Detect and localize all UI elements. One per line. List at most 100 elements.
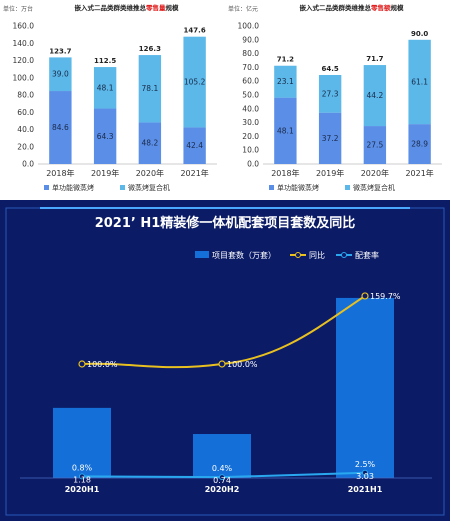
legend-label: 微蒸烤复合机 xyxy=(353,183,395,192)
yoy-point xyxy=(78,360,86,368)
yoy-point xyxy=(218,360,226,368)
bar-value-label: 27.5 xyxy=(367,141,384,150)
chart-title-suffix: 规模 xyxy=(166,3,180,12)
bar-segment xyxy=(408,39,431,125)
legend-label: 单功能微蒸烤 xyxy=(277,183,319,192)
bar-segment xyxy=(138,55,162,123)
chart-svg: 嵌入式二品类群类维推总零售量规模 单位：万台 0.0 20.0 40.0 60.0 80.0… xyxy=(3,3,217,192)
bar-value-label: 61.1 xyxy=(411,77,428,86)
legend-marker xyxy=(295,252,301,258)
bar-value-label: 3.03 xyxy=(356,472,374,481)
bar-value-label: 48.1 xyxy=(277,126,294,135)
y-tick-label: 100.0 xyxy=(238,22,260,31)
bar xyxy=(53,407,111,478)
yoy-value-label: 100.0% xyxy=(227,360,258,369)
chart-title-prefix: 嵌入式二品类群类维推总 xyxy=(300,3,372,12)
y-tick-label: 40.0 xyxy=(242,104,259,113)
y-tick-label: 0.0 xyxy=(247,160,259,169)
yoy-point xyxy=(361,292,369,300)
project-sets-chart: 2021’ H1精装修一体机配套项目套数及同比项目套数（万套） 同比 配套率 2020… xyxy=(0,200,450,521)
bar-segment xyxy=(408,124,431,164)
bar-value-label: 27.3 xyxy=(322,89,339,98)
x-tick-label: 2021年 xyxy=(180,168,208,178)
bar-total-label: 90.0 xyxy=(411,30,428,38)
chart-title-suffix: 规模 xyxy=(391,3,405,12)
bar-segment xyxy=(363,126,387,164)
bar xyxy=(336,297,394,478)
x-tick-label: 2021H1 xyxy=(348,485,383,494)
x-tick-label: 2021年 xyxy=(405,168,433,178)
bar-segment xyxy=(49,91,72,164)
bar-value-label: 23.1 xyxy=(277,77,294,86)
rate-value-label: 2.5% xyxy=(355,460,376,469)
bar-segment xyxy=(183,36,206,128)
bar-value-label: 39.0 xyxy=(52,70,69,79)
legend-label: 配套率 xyxy=(355,250,379,260)
y-tick-label: 160.0 xyxy=(13,22,35,31)
rate-point xyxy=(219,474,225,481)
yoy-value-label: 159.7% xyxy=(370,292,401,301)
chart-title-prefix: 嵌入式二品类群类维推总 xyxy=(75,3,147,12)
bar-value-label: 1.18 xyxy=(73,475,91,484)
bar-value-label: 84.6 xyxy=(52,123,69,132)
legend-swatch xyxy=(44,185,49,190)
y-tick-label: 140.0 xyxy=(13,39,35,48)
x-tick-label: 2019年 xyxy=(316,168,344,178)
y-tick-label: 10.0 xyxy=(242,146,259,155)
y-tick-label: 80.0 xyxy=(17,91,34,100)
legend-label: 微蒸烤复合机 xyxy=(128,183,170,192)
rate-point xyxy=(79,473,85,480)
chart-title-highlight: 零售额 xyxy=(370,3,391,12)
bar xyxy=(193,434,251,478)
x-tick-label: 2020年 xyxy=(361,168,389,178)
legend-label: 项目套数（万套） xyxy=(212,250,276,260)
bar-total-label: 112.5 xyxy=(94,57,116,65)
y-tick-label: 0.0 xyxy=(22,160,34,169)
bar-segment xyxy=(274,97,297,164)
y-tick-label: 60.0 xyxy=(242,77,259,86)
bar-segment xyxy=(138,122,162,164)
legend-swatch xyxy=(120,185,125,190)
bar-segment xyxy=(318,112,342,164)
y-tick-label: 20.0 xyxy=(17,142,34,151)
bar-value-label: 105.2 xyxy=(184,78,206,87)
rate-value-label: 0.4% xyxy=(212,464,233,473)
x-tick-label: 2020H2 xyxy=(205,485,240,494)
chart-title: 嵌入式二品类群类维推总零售额规模 xyxy=(300,3,405,12)
bar-value-label: 78.1 xyxy=(142,84,159,93)
chart-title-highlight: 零售量 xyxy=(145,3,166,12)
bar-segment xyxy=(49,57,72,92)
y-tick-label: 70.0 xyxy=(242,63,259,72)
bar-value-label: 44.2 xyxy=(367,91,384,100)
unit-label: 单位：万台 xyxy=(3,5,33,13)
y-tick-label: 60.0 xyxy=(17,108,34,117)
bar-total-label: 71.2 xyxy=(277,56,294,64)
bar-segment xyxy=(93,108,117,164)
bar-total-label: 126.3 xyxy=(139,45,161,53)
rate-point xyxy=(362,469,368,476)
x-tick-label: 2018年 xyxy=(46,168,74,178)
legend-label: 单功能微蒸烤 xyxy=(52,183,94,192)
y-tick-label: 90.0 xyxy=(242,35,259,44)
legend-swatch xyxy=(345,185,350,190)
retail-value-chart: 嵌入式二品类群类维推总零售额规模 单位：亿元 0.0 10.0 20.0 30.0 40.0… xyxy=(225,0,450,200)
x-tick-label: 2020年 xyxy=(136,168,164,178)
y-tick-label: 30.0 xyxy=(242,118,259,127)
bar-value-label: 37.2 xyxy=(322,134,339,143)
chart-title: 2021’ H1精装修一体机配套项目套数及同比 xyxy=(95,215,356,231)
y-tick-label: 100.0 xyxy=(13,73,35,82)
chart-svg: 嵌入式二品类群类维推总零售额规模 单位：亿元 0.0 10.0 20.0 30.0 40.0… xyxy=(228,3,442,192)
legend-marker xyxy=(341,252,347,258)
legend-swatch xyxy=(269,185,274,190)
rate-value-label: 0.8% xyxy=(72,463,93,472)
legend-label: 同比 xyxy=(309,250,325,260)
chart-title: 嵌入式二品类群类维推总零售量规模 xyxy=(75,3,180,12)
bar-value-label: 64.3 xyxy=(97,132,114,141)
y-tick-label: 120.0 xyxy=(13,56,35,65)
bar-total-label: 64.5 xyxy=(321,65,338,73)
bar-value-label: 0.74 xyxy=(213,476,231,485)
x-tick-label: 2020H1 xyxy=(65,485,100,494)
bar-segment xyxy=(363,65,387,127)
